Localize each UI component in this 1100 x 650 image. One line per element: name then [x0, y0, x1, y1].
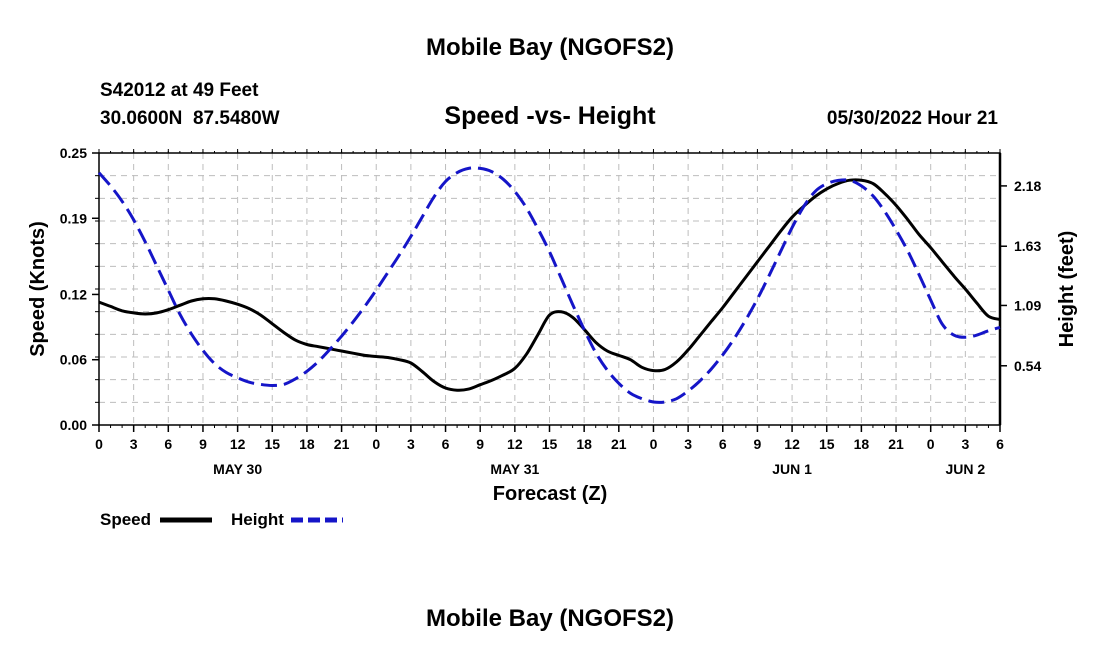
x-tick-label: 12 — [230, 436, 246, 452]
x-tick-label: 21 — [888, 436, 904, 452]
x-tick-label: 3 — [684, 436, 692, 452]
x-tick-label: 0 — [650, 436, 658, 452]
x-tick-label: 21 — [611, 436, 627, 452]
x-tick-label: 0 — [927, 436, 935, 452]
chart-title: Speed -vs- Height — [444, 102, 656, 130]
y-left-tick-label: 0.06 — [60, 352, 87, 368]
x-date-label: JUN 2 — [946, 461, 986, 477]
x-tick-label: 6 — [164, 436, 172, 452]
station-name: S42012 at 49 Feet — [100, 80, 259, 101]
station-coords: 30.0600N 87.5480W — [100, 108, 280, 129]
x-tick-label: 18 — [576, 436, 592, 452]
x-date-label: MAY 30 — [213, 461, 262, 477]
y-left-tick-label: 0.19 — [60, 210, 87, 226]
x-tick-label: 6 — [996, 436, 1004, 452]
series-layer — [97, 166, 1001, 404]
series-line-height — [97, 166, 1001, 404]
x-tick-label: 12 — [507, 436, 523, 452]
x-tick-label: 9 — [754, 436, 762, 452]
x-tick-label: 18 — [854, 436, 870, 452]
axis-labels: 0 3 6 9 12 15 18 21 0 3 6 9 12 15 18 21 0 3 6 9 12 15 18 21 0 3 6 0… — [60, 145, 1042, 477]
grid-lines — [99, 153, 1000, 425]
y-right-tick-label: 0.54 — [1014, 358, 1041, 374]
x-tick-label: 15 — [542, 436, 558, 452]
x-tick-label: 21 — [334, 436, 350, 452]
timestamp: 05/30/2022 Hour 21 — [827, 108, 999, 129]
x-tick-label: 0 — [95, 436, 103, 452]
x-tick-label: 15 — [819, 436, 835, 452]
x-tick-label: 6 — [442, 436, 450, 452]
y-left-tick-label: 0.00 — [60, 417, 87, 433]
x-tick-label: 9 — [476, 436, 484, 452]
series-line-speed — [98, 178, 1001, 392]
legend-speed-label: Speed — [100, 510, 151, 529]
legend: Speed Height — [100, 510, 343, 529]
y-right-tick-label: 2.18 — [1014, 178, 1041, 194]
legend-height-label: Height — [231, 510, 284, 529]
x-tick-label: 15 — [264, 436, 280, 452]
x-date-label: JUN 1 — [772, 461, 812, 477]
y-left-tick-label: 0.25 — [60, 145, 87, 161]
y-axis-right-title: Height (feet) — [1056, 231, 1078, 348]
x-tick-label: 3 — [407, 436, 415, 452]
bottom-title: Mobile Bay (NGOFS2) — [426, 605, 674, 632]
y-right-tick-label: 1.63 — [1014, 238, 1041, 254]
top-title: Mobile Bay (NGOFS2) — [426, 34, 674, 61]
x-tick-label: 6 — [719, 436, 727, 452]
x-tick-label: 12 — [784, 436, 800, 452]
x-axis-title: Forecast (Z) — [493, 483, 607, 505]
y-left-tick-label: 0.12 — [60, 286, 87, 302]
x-tick-label: 9 — [199, 436, 207, 452]
x-tick-label: 3 — [130, 436, 138, 452]
x-date-label: MAY 31 — [490, 461, 539, 477]
x-tick-label: 0 — [372, 436, 380, 452]
y-right-tick-label: 1.09 — [1014, 297, 1041, 313]
y-axis-left-title: Speed (Knots) — [27, 221, 49, 357]
x-tick-label: 18 — [299, 436, 315, 452]
x-tick-label: 3 — [961, 436, 969, 452]
